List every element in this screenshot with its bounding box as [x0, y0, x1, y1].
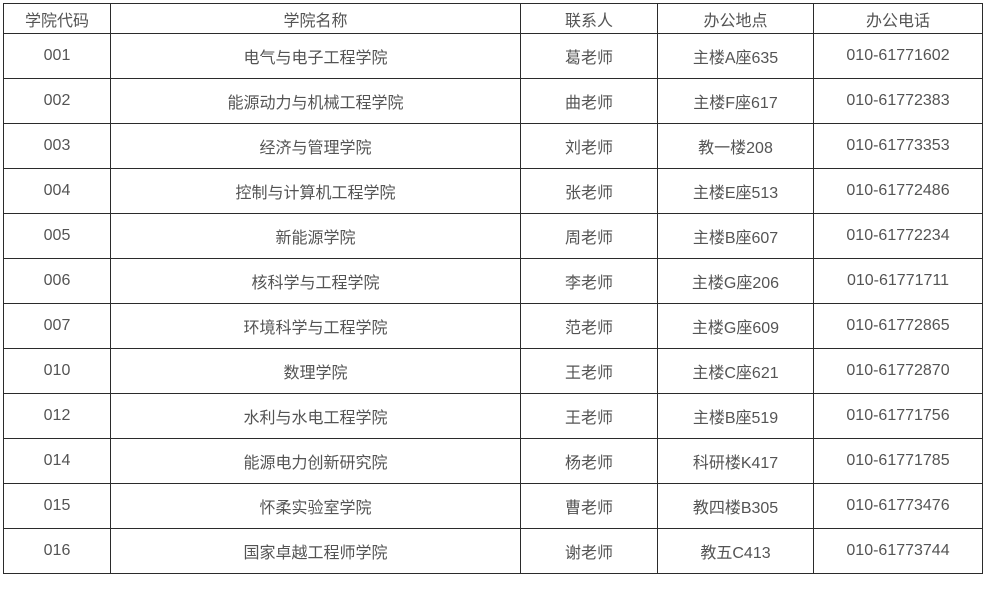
cell-code: 016 [3, 528, 111, 574]
cell-contact: 王老师 [520, 348, 658, 394]
cell-phone: 010-61771785 [813, 438, 983, 484]
college-contact-table: 学院代码 学院名称 联系人 办公地点 办公电话 001 电气与电子工程学院 葛老师 主楼A座6… [3, 3, 983, 574]
cell-phone: 010-61772486 [813, 168, 983, 214]
cell-location: 主楼E座513 [657, 168, 814, 214]
cell-code: 005 [3, 213, 111, 259]
cell-contact: 张老师 [520, 168, 658, 214]
cell-name: 电气与电子工程学院 [110, 33, 521, 79]
cell-location: 主楼B座607 [657, 213, 814, 259]
cell-phone: 010-61772865 [813, 303, 983, 349]
cell-name: 怀柔实验室学院 [110, 483, 521, 529]
cell-contact: 曹老师 [520, 483, 658, 529]
cell-code: 003 [3, 123, 111, 169]
cell-phone: 010-61773353 [813, 123, 983, 169]
cell-location: 教四楼B305 [657, 483, 814, 529]
column-header: 联系人 [520, 3, 658, 34]
cell-location: 主楼B座519 [657, 393, 814, 439]
column-header: 学院代码 [3, 3, 111, 34]
cell-name: 水利与水电工程学院 [110, 393, 521, 439]
column-header: 办公电话 [813, 3, 983, 34]
cell-name: 控制与计算机工程学院 [110, 168, 521, 214]
cell-phone: 010-61771756 [813, 393, 983, 439]
cell-location: 主楼F座617 [657, 78, 814, 124]
cell-contact: 杨老师 [520, 438, 658, 484]
cell-name: 数理学院 [110, 348, 521, 394]
cell-code: 004 [3, 168, 111, 214]
cell-code: 014 [3, 438, 111, 484]
cell-phone: 010-61773744 [813, 528, 983, 574]
column-header: 办公地点 [657, 3, 814, 34]
cell-name: 新能源学院 [110, 213, 521, 259]
cell-name: 能源电力创新研究院 [110, 438, 521, 484]
cell-name: 能源动力与机械工程学院 [110, 78, 521, 124]
cell-location: 主楼A座635 [657, 33, 814, 79]
table-row: 001 电气与电子工程学院 葛老师 主楼A座635 010-61771602 [3, 33, 983, 79]
cell-contact: 曲老师 [520, 78, 658, 124]
cell-contact: 葛老师 [520, 33, 658, 79]
table-row: 012 水利与水电工程学院 王老师 主楼B座519 010-61771756 [3, 393, 983, 439]
table-body: 001 电气与电子工程学院 葛老师 主楼A座635 010-61771602 002 能源动… [3, 33, 983, 574]
cell-phone: 010-61771711 [813, 258, 983, 304]
cell-code: 007 [3, 303, 111, 349]
header-row: 学院代码 学院名称 联系人 办公地点 办公电话 [3, 3, 983, 34]
column-header: 学院名称 [110, 3, 521, 34]
page-body: 学院代码 学院名称 联系人 办公地点 办公电话 001 电气与电子工程学院 葛老师 主楼A座6… [3, 3, 983, 574]
table-row: 010 数理学院 王老师 主楼C座621 010-61772870 [3, 348, 983, 394]
cell-location: 科研楼K417 [657, 438, 814, 484]
cell-contact: 刘老师 [520, 123, 658, 169]
table-row: 016 国家卓越工程师学院 谢老师 教五C413 010-61773744 [3, 528, 983, 574]
cell-code: 006 [3, 258, 111, 304]
table-row: 015 怀柔实验室学院 曹老师 教四楼B305 010-61773476 [3, 483, 983, 529]
cell-contact: 周老师 [520, 213, 658, 259]
cell-phone: 010-61773476 [813, 483, 983, 529]
cell-contact: 王老师 [520, 393, 658, 439]
cell-contact: 谢老师 [520, 528, 658, 574]
cell-code: 015 [3, 483, 111, 529]
cell-code: 001 [3, 33, 111, 79]
cell-location: 主楼C座621 [657, 348, 814, 394]
cell-contact: 范老师 [520, 303, 658, 349]
table-row: 006 核科学与工程学院 李老师 主楼G座206 010-61771711 [3, 258, 983, 304]
cell-code: 012 [3, 393, 111, 439]
cell-phone: 010-61772870 [813, 348, 983, 394]
table-row: 003 经济与管理学院 刘老师 教一楼208 010-61773353 [3, 123, 983, 169]
cell-name: 核科学与工程学院 [110, 258, 521, 304]
table-row: 005 新能源学院 周老师 主楼B座607 010-61772234 [3, 213, 983, 259]
cell-phone: 010-61772234 [813, 213, 983, 259]
table-row: 004 控制与计算机工程学院 张老师 主楼E座513 010-61772486 [3, 168, 983, 214]
cell-name: 环境科学与工程学院 [110, 303, 521, 349]
table-row: 007 环境科学与工程学院 范老师 主楼G座609 010-61772865 [3, 303, 983, 349]
cell-location: 主楼G座609 [657, 303, 814, 349]
table-row: 002 能源动力与机械工程学院 曲老师 主楼F座617 010-61772383 [3, 78, 983, 124]
cell-location: 教五C413 [657, 528, 814, 574]
cell-location: 主楼G座206 [657, 258, 814, 304]
cell-location: 教一楼208 [657, 123, 814, 169]
cell-name: 经济与管理学院 [110, 123, 521, 169]
table-row: 014 能源电力创新研究院 杨老师 科研楼K417 010-61771785 [3, 438, 983, 484]
cell-code: 010 [3, 348, 111, 394]
cell-name: 国家卓越工程师学院 [110, 528, 521, 574]
cell-code: 002 [3, 78, 111, 124]
cell-phone: 010-61772383 [813, 78, 983, 124]
cell-contact: 李老师 [520, 258, 658, 304]
cell-phone: 010-61771602 [813, 33, 983, 79]
